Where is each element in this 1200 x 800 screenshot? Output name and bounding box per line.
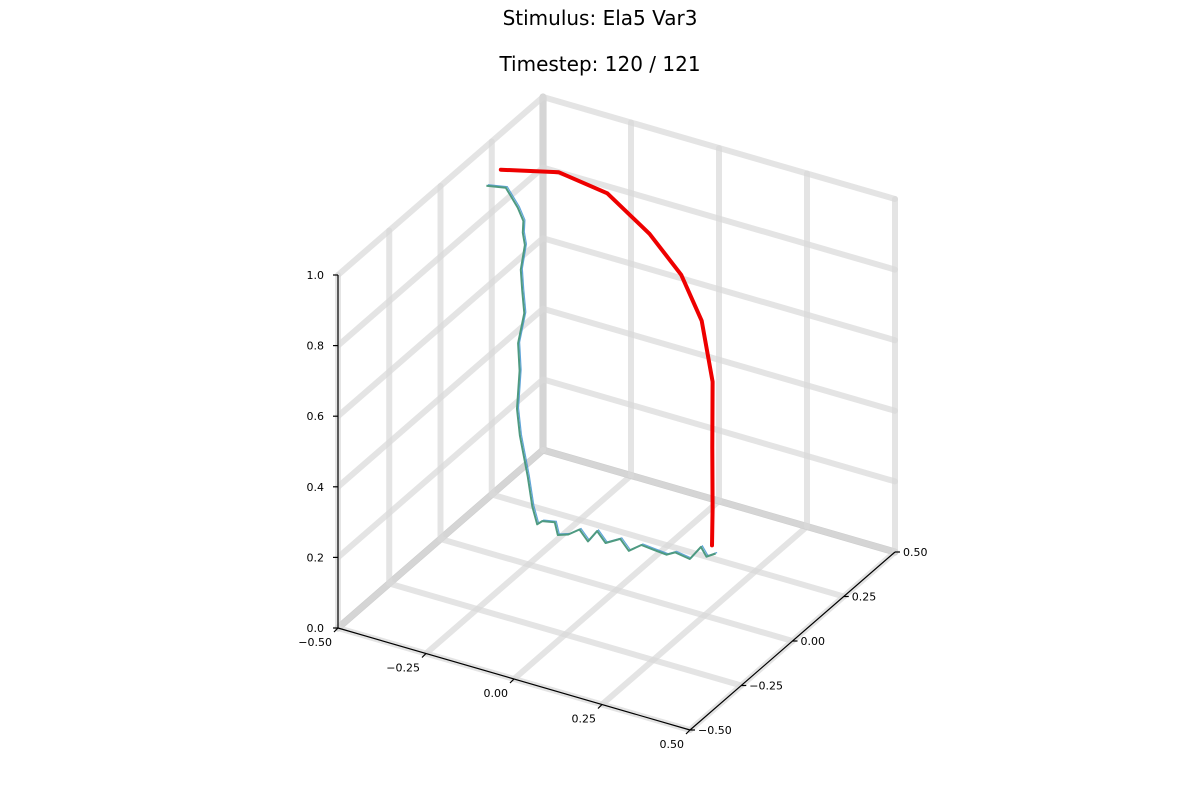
floor-grid-y [437,536,796,644]
chart-subtitle: Timestep: 120 / 121 [499,52,701,76]
back-wall-grid-z [540,235,898,344]
left-wall-grid-z [335,94,546,278]
y-tick-label: −0.50 [698,724,732,737]
z-tick-label: 0.2 [307,551,325,564]
x-tick-label: 0.50 [660,738,685,751]
y-tick-label: 0.25 [852,591,877,604]
x-tick-label: 0.25 [572,713,597,726]
z-tick-label: 0.0 [307,622,325,635]
back-wall-grid-z [540,305,898,414]
trajectory-shadow-line [487,184,718,559]
z-tick-label: 0.6 [307,410,325,423]
tick-labels: −0.50 −0.25 0.00 0.25 0.50 −0.50 −0.25 0.00 0.25… [298,269,927,751]
axes [333,274,900,735]
y-tick-label: −0.25 [749,680,783,693]
x-tick-label: −0.50 [298,636,332,649]
floor-grid-y [386,580,745,689]
stimulus-line [498,167,715,548]
x-tick-mark [333,627,339,633]
trajectory-line [486,184,716,560]
back-wall-grid-z [540,164,898,273]
x-tick-label: −0.25 [386,662,420,675]
x-tick-mark [421,653,427,658]
left-wall-grid-z [335,376,546,561]
z-tick-label: 1.0 [307,269,325,282]
series [486,167,718,560]
left-wall-grid-z [335,447,546,631]
z-tick-label: 0.8 [307,340,325,353]
left-wall-grid-z [335,164,546,349]
back-wall-grid-z [540,376,898,485]
x-tick-mark [685,729,691,735]
back-wall-grid-z [540,447,898,555]
y-tick-label: 0.50 [903,546,928,559]
y-tick-label: 0.00 [801,635,826,648]
back-wall-grid-z [540,94,898,202]
x-tick-label: 0.00 [484,687,509,700]
x-tick-mark [509,678,515,684]
left-wall-grid-z [335,235,546,420]
floor-grid-y [488,491,847,600]
left-wall-grid-z [335,305,546,490]
z-tick-label: 0.4 [307,481,325,494]
chart-title: Stimulus: Ela5 Var3 [502,6,698,30]
x-tick-mark [597,704,603,709]
